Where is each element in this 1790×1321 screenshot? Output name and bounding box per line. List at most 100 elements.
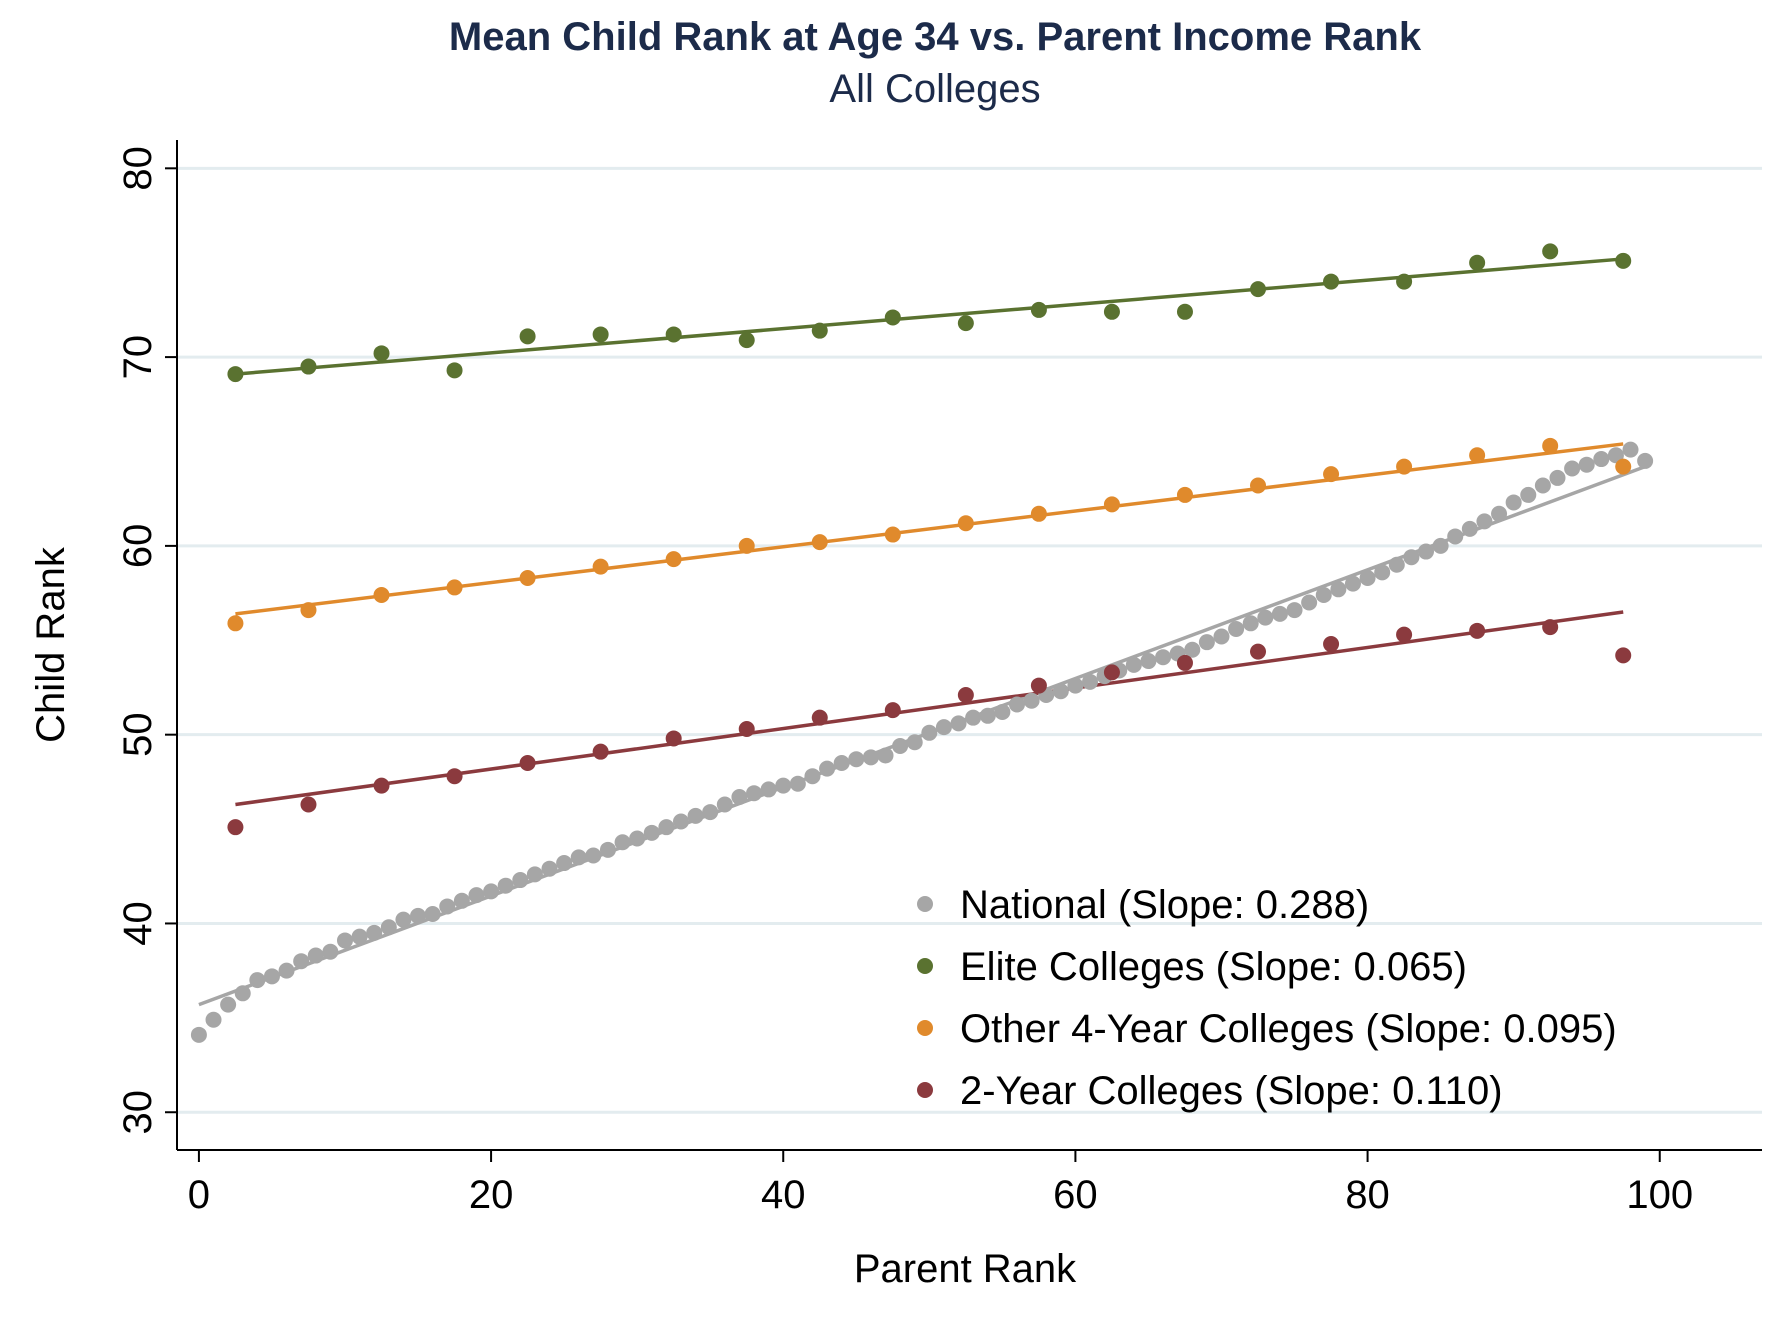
x-tick-label: 100 [1626,1173,1693,1217]
data-point [380,919,397,936]
data-point [1008,696,1025,713]
data-point [672,813,689,830]
data-point [249,972,266,989]
data-point [483,883,500,900]
data-point [892,738,909,754]
data-point [789,775,806,792]
fit-lines [198,257,1646,1007]
data-point [234,985,251,1002]
data-point [599,841,616,858]
data-point [205,1011,222,1028]
data-point [336,932,353,949]
data-point [227,819,244,836]
data-point [1447,528,1464,545]
data-point [446,362,463,379]
data-point [1286,602,1303,619]
data-point [935,719,952,736]
data-point [1622,441,1639,458]
x-tick-label: 80 [1345,1173,1390,1217]
y-tick-label: 50 [116,712,160,757]
data-point [702,804,719,821]
data-point [848,751,865,768]
data-point [1242,615,1259,632]
chart-subtitle: All Colleges [829,67,1040,111]
data-point [1505,494,1522,511]
data-point [833,754,850,771]
data-point [300,796,317,813]
legend-marker [917,1020,933,1036]
data-point [921,724,938,741]
data-point [957,515,974,532]
data-point [1534,477,1551,494]
data-point [629,830,646,847]
data-point [665,326,682,343]
data-point [190,1026,207,1043]
data-point [526,866,543,883]
data-point [665,730,682,747]
data-point [1607,447,1624,464]
legend: National (Slope: 0.288) Elite Colleges (S… [917,883,1617,1113]
legend-label: National (Slope: 0.288) [960,883,1369,927]
data-point [811,709,828,726]
data-point [1615,458,1632,475]
data-point [1250,281,1267,298]
data-point [497,877,514,894]
data-point [1250,477,1267,494]
data-point [519,754,536,771]
data-point [592,558,609,575]
data-point [1228,620,1245,637]
data-point [1403,549,1420,566]
data-point [519,328,536,345]
data-point [446,579,463,596]
fit-line-series-2 [235,442,1624,616]
data-point [1388,556,1405,573]
data-point [738,537,755,554]
data-point [1213,628,1230,645]
data-point [220,996,237,1013]
data-point [1542,437,1559,454]
data-point [1564,460,1581,477]
y-tick-label: 60 [116,524,160,569]
data-point [906,734,923,751]
data-point [1469,622,1486,639]
y-tick-label: 40 [116,901,160,946]
data-point [1396,458,1413,475]
data-point [1418,543,1435,560]
data-point [1396,273,1413,290]
data-point [1155,649,1172,666]
data-point [1184,641,1201,658]
x-axis-label: Parent Rank [854,1247,1077,1291]
data-point [1396,626,1413,643]
fit-line-series-3 [235,610,1624,807]
y-tick-label: 80 [116,146,160,191]
data-point [738,721,755,738]
data-point [804,768,821,785]
data-point [665,551,682,568]
data-point [957,687,974,704]
data-point [1030,505,1047,522]
data-point [1323,466,1340,483]
data-point [1615,252,1632,269]
data-point [760,781,777,798]
data-point [614,834,631,851]
y-tick-label: 30 [116,1090,160,1135]
data-point [1476,513,1493,530]
x-tick-label: 0 [188,1173,210,1217]
data-point [884,309,901,326]
data-point [1344,575,1361,592]
data-point [1542,619,1559,636]
data-point [1103,496,1120,513]
data-point [300,358,317,375]
data-point [957,315,974,332]
data-point [1198,634,1215,651]
data-point [293,953,310,970]
data-point [1103,303,1120,320]
data-point [1323,273,1340,290]
data-point [512,872,529,889]
data-point [1140,653,1157,670]
data-point [1176,303,1193,320]
legend-label: Other 4-Year Colleges (Slope: 0.095) [960,1007,1617,1051]
data-point [351,928,368,945]
data-point [1615,647,1632,664]
